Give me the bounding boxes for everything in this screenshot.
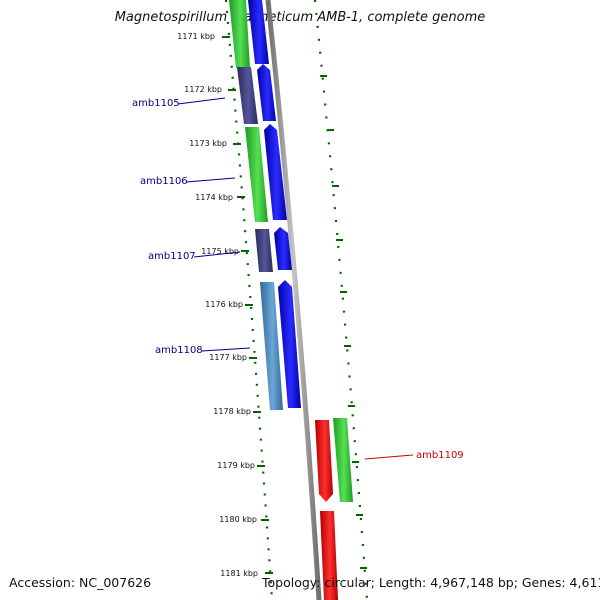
cds-arrow-reverse	[315, 420, 333, 502]
tick-label: 1172 kbp	[184, 85, 222, 94]
tick-label: 1177 kbp	[209, 353, 247, 362]
topology-text: Topology: circular; Length: 4,967,148 bp…	[262, 575, 600, 590]
tick-label: 1181 kbp	[220, 569, 258, 578]
cog-box-purple	[255, 229, 273, 272]
cds-forward-track	[248, 0, 301, 408]
cog-track	[229, 0, 353, 502]
cds-arrow-forward	[264, 124, 287, 220]
cds-arrow-forward	[274, 227, 292, 270]
tick-label: 1171 kbp	[177, 32, 215, 41]
tick-label: 1175 kbp	[201, 247, 239, 256]
cds-arrow-forward	[257, 64, 276, 121]
cog-box-steel	[260, 282, 283, 410]
cog-box-green	[229, 0, 250, 68]
cog-box-purple	[237, 67, 258, 124]
tick-label: 1180 kbp	[219, 515, 257, 524]
gene-leaders	[177, 97, 414, 460]
gene-label-amb1108: amb1108	[155, 345, 203, 356]
gene-labels: amb1105 amb1106 amb1107 amb1108 amb1109	[132, 98, 464, 461]
gene-label-amb1109: amb1109	[416, 450, 464, 461]
tick-label: 1173 kbp	[189, 139, 227, 148]
accession-text: Accession: NC_007626	[9, 575, 152, 590]
tick-labels: 1171 kbp 1172 kbp 1173 kbp 1174 kbp 1175…	[177, 32, 258, 578]
tick-label: 1178 kbp	[213, 407, 251, 416]
tick-label: 1179 kbp	[217, 461, 255, 470]
tick-marks	[222, 36, 273, 574]
tick-label: 1176 kbp	[205, 300, 243, 309]
cog-box-green	[245, 127, 268, 222]
tick-label: 1174 kbp	[195, 193, 233, 202]
outer-track-marks	[320, 75, 367, 569]
cog-box-green	[333, 418, 353, 502]
gene-label-amb1105: amb1105	[132, 98, 180, 109]
gene-label-amb1106: amb1106	[140, 176, 188, 187]
cds-arrow-reverse	[320, 511, 338, 600]
cds-reverse-track	[315, 420, 338, 600]
inner-dotted-track	[224, 0, 274, 600]
cds-arrow-forward	[248, 0, 269, 64]
gene-label-amb1107: amb1107	[148, 251, 196, 262]
outer-dotted-track	[313, 0, 369, 600]
genome-backbone	[265, 0, 322, 600]
cds-arrow-forward	[278, 280, 301, 408]
map-title: Magnetospirillum magneticum AMB-1, compl…	[114, 10, 486, 25]
